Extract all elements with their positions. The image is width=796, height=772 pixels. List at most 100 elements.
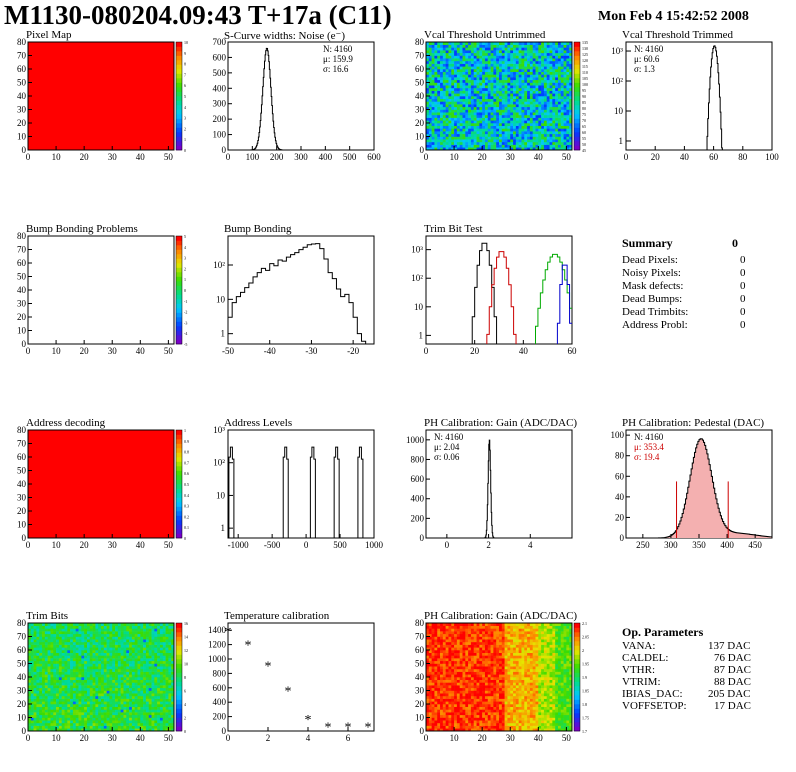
heatmap-cell (162, 660, 166, 664)
stats-text: N: 4160 (634, 432, 664, 442)
heatmap-cell (515, 47, 519, 51)
heatmap-cell (434, 82, 438, 86)
heatmap-cell (140, 636, 144, 640)
heatmap-cell (143, 701, 147, 705)
heatmap-cell (67, 650, 71, 653)
heatmap-cell (440, 55, 444, 59)
heatmap-cell (504, 131, 508, 135)
heatmap-cell (120, 701, 124, 705)
heatmap-cell (36, 698, 40, 702)
heatmap-cell (109, 663, 113, 667)
x-tick-label: 40 (680, 152, 690, 162)
heatmap-cell (95, 728, 99, 732)
heatmap-cell (543, 144, 548, 148)
heatmap-cell (72, 647, 77, 651)
heatmap-cell (445, 58, 449, 62)
heatmap-cell (47, 650, 51, 653)
heatmap-cell (510, 47, 514, 51)
heatmap-cell (529, 128, 533, 132)
heatmap-cell (159, 698, 164, 702)
heatmap-cell (33, 650, 37, 653)
heatmap-cell (117, 623, 121, 626)
heatmap-cell (98, 679, 102, 683)
colorbar-label: 5 (184, 234, 186, 239)
colorbar-segment (176, 430, 182, 435)
heatmap-cell (101, 666, 105, 670)
heatmap-cell (28, 660, 32, 664)
y-tick-label: 70 (17, 245, 27, 255)
heatmap-cell (440, 658, 444, 662)
heatmap-cell (64, 660, 68, 664)
heatmap-cell (543, 74, 548, 78)
heatmap-cell (470, 77, 475, 81)
heatmap-cell (53, 639, 57, 643)
heatmap-cell (442, 144, 446, 148)
heatmap-cell (560, 104, 564, 108)
heatmap-cell (499, 87, 503, 91)
heatmap-cell (84, 682, 88, 686)
heatmap-cell (487, 63, 491, 67)
colorbar-frame (175, 235, 183, 345)
heatmap-cell (84, 709, 88, 713)
heatmap-cell (445, 123, 449, 126)
heatmap-cell (143, 706, 147, 710)
heatmap-cell (459, 144, 463, 148)
heatmap-cell (67, 666, 71, 670)
heatmap-cell (569, 69, 573, 72)
heatmap-cell (36, 679, 40, 683)
heatmap-cell (546, 74, 550, 78)
heatmap-cell (117, 690, 121, 694)
heatmap-cell (72, 698, 77, 702)
heatmap-cell (117, 625, 121, 629)
heatmap-cell (445, 69, 449, 72)
heatmap-cell (171, 631, 175, 635)
heatmap-cell (490, 52, 494, 56)
x-tick-label: 10 (52, 540, 62, 550)
heatmap-cell (42, 712, 46, 716)
heatmap-cell (459, 44, 463, 48)
heatmap-cell (157, 687, 161, 691)
heatmap-cell (109, 631, 113, 635)
heatmap-cell (434, 668, 438, 672)
heatmap-cell (521, 71, 525, 75)
heatmap-cell (145, 628, 150, 632)
heatmap-cell (462, 120, 466, 124)
heatmap-cell (143, 677, 147, 680)
heatmap-cell (557, 66, 562, 70)
colorbar-label: 0.8 (184, 450, 189, 455)
heatmap-cell (148, 636, 152, 640)
heatmap-cell (112, 623, 116, 626)
heatmap-cell (518, 98, 522, 102)
heatmap-cell (507, 104, 511, 108)
y-tick-label: 400 (213, 83, 227, 93)
heatmap-cell (563, 98, 567, 102)
heatmap-cell (538, 147, 542, 151)
heatmap-cell (123, 722, 127, 726)
heatmap-cell (154, 641, 158, 645)
heatmap-cell (440, 63, 444, 67)
heatmap-cell (131, 639, 135, 643)
summary-row-label: Mask defects: (622, 280, 684, 292)
heatmap-cell (157, 641, 161, 645)
heatmap-cell (131, 628, 135, 632)
heatmap-cell (109, 695, 113, 699)
colorbar-label: 0.6 (184, 471, 189, 476)
heatmap-cell (442, 136, 446, 140)
heatmap-cell (28, 666, 32, 670)
heatmap-cell (120, 690, 124, 694)
heatmap-cell (95, 666, 99, 670)
heatmap-cell (527, 131, 531, 135)
heatmap-cell (437, 639, 441, 643)
heatmap-cell (555, 93, 559, 97)
heatmap-cell (529, 98, 533, 102)
colorbar-label: 4 (184, 245, 186, 250)
heatmap-cell (78, 660, 82, 664)
heatmap-cell (154, 720, 158, 724)
heatmap-cell (131, 658, 135, 662)
heatmap-cell (33, 728, 37, 732)
heatmap-cell (445, 77, 449, 81)
x-tick-label: -500 (264, 540, 281, 550)
heatmap-cell (462, 69, 466, 72)
heatmap-cell (504, 96, 508, 99)
heatmap-cell (58, 671, 62, 675)
